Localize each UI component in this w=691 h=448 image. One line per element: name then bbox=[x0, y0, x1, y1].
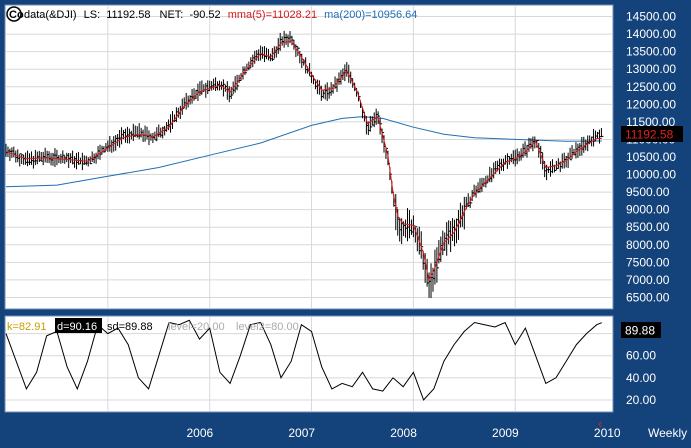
price-tag-value: 11192.58 bbox=[625, 128, 674, 142]
price-tag-box bbox=[621, 126, 683, 142]
scroll-left-arrow[interactable]: ‹ bbox=[598, 416, 602, 431]
price-tick-label: 7500.00 bbox=[626, 255, 670, 269]
price-tick-label: 8500.00 bbox=[626, 220, 670, 234]
price-tick-label: 7000.00 bbox=[626, 273, 670, 287]
price-tick-label: 6500.00 bbox=[626, 290, 670, 304]
stoch-tick-label: 40.00 bbox=[626, 371, 656, 385]
price-tick-label: 12500.00 bbox=[626, 80, 676, 94]
k-label: k=82.91 bbox=[7, 321, 46, 333]
net-label: NET: bbox=[160, 9, 184, 21]
periodicity-label[interactable]: Weekly bbox=[648, 426, 687, 440]
price-tag: 11192.58 bbox=[621, 126, 683, 142]
stoch-legend: k=82.91 d=90.16 sd=89.88 level=20.00 lev… bbox=[7, 318, 299, 333]
ma-legend: ma(200)=10956.64 bbox=[324, 9, 417, 21]
price-tick-label: 9000.00 bbox=[626, 203, 670, 217]
time-axis: 2006 2007 2008 2009 2010 bbox=[186, 426, 620, 440]
d-label: d=90.16 bbox=[57, 321, 97, 333]
price-tick-label: 10000.00 bbox=[626, 168, 676, 182]
stoch-tag: 89.88 bbox=[621, 322, 661, 338]
net-value: -90.52 bbox=[189, 9, 220, 21]
stoch-tag-box bbox=[621, 322, 661, 338]
price-axis: 6500.00 7000.00 7500.00 8000.00 8500.00 9000.… bbox=[626, 10, 676, 305]
price-tick-label: 14500.00 bbox=[626, 10, 676, 24]
stoch-line bbox=[5, 319, 602, 401]
stoch-tag-value: 89.88 bbox=[625, 324, 655, 338]
price-tick-label: 10500.00 bbox=[626, 150, 676, 164]
logo-text: Co bbox=[9, 9, 24, 21]
price-grid bbox=[6, 6, 612, 308]
ls-label: LS: bbox=[84, 9, 101, 21]
price-tick-label: 13500.00 bbox=[626, 45, 676, 59]
time-tick-label: 2008 bbox=[390, 426, 417, 440]
level1-label: level=20.00 bbox=[168, 321, 225, 333]
time-tick-label: 2010 bbox=[594, 426, 621, 440]
price-tick-label: 8000.00 bbox=[626, 238, 670, 252]
time-tick-label: 2006 bbox=[186, 426, 213, 440]
price-tick-label: 12000.00 bbox=[626, 97, 676, 111]
time-tick-label: 2009 bbox=[492, 426, 519, 440]
sd-label: sd=89.88 bbox=[107, 321, 153, 333]
mma-legend: mma(5)=11028.21 bbox=[228, 9, 317, 21]
symbol-name: data(&DJI) bbox=[24, 9, 77, 21]
level2-label: level2=80.00 bbox=[236, 321, 299, 333]
ma200-line bbox=[5, 116, 602, 188]
time-tick-label: 2007 bbox=[288, 426, 315, 440]
ls-value: 11192.58 bbox=[106, 9, 150, 21]
mma5-line bbox=[5, 40, 602, 282]
d-highlight bbox=[55, 318, 102, 333]
logo-icon bbox=[6, 6, 22, 22]
price-tick-label: 9500.00 bbox=[626, 185, 670, 199]
price-tick-label: 14000.00 bbox=[626, 27, 676, 41]
stoch-tick-label: 20.00 bbox=[626, 393, 656, 407]
symbol-legend: data(&DJI) LS: 11192.58 NET: -90.52 mma(… bbox=[24, 9, 417, 21]
stoch-tick-label: 60.00 bbox=[626, 349, 656, 363]
chart-header: Co data(&DJI) LS: 11192.58 NET: -90.52 m… bbox=[6, 6, 417, 22]
price-tick-label: 11500.00 bbox=[626, 115, 675, 129]
price-tick-label: 13000.00 bbox=[626, 62, 676, 76]
